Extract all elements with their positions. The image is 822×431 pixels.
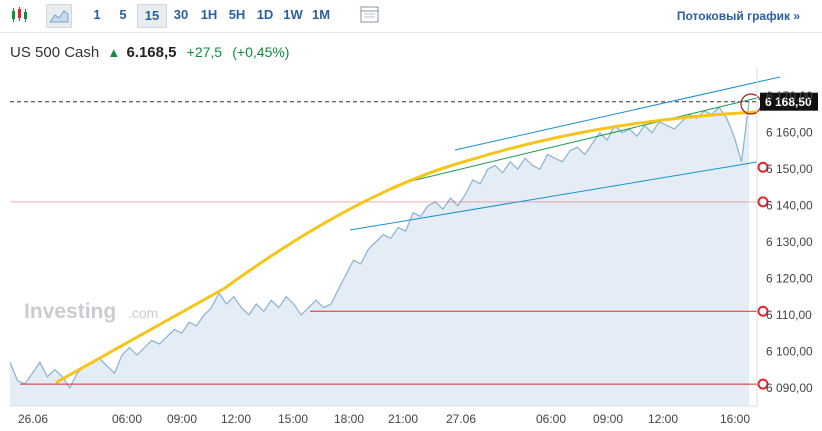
hline-marker <box>757 378 769 390</box>
area-chart-icon[interactable] <box>46 4 72 28</box>
y-tick-label: 6 170,00 <box>766 89 813 103</box>
y-tick-label: 6 090,00 <box>766 381 813 395</box>
interval-1[interactable]: 1 <box>93 7 101 22</box>
price-change: +27,5 <box>186 44 223 60</box>
up-arrow-icon: ▲ <box>107 45 121 60</box>
interval-5[interactable]: 5 <box>119 7 127 22</box>
x-tick-label: 18:00 <box>334 412 364 426</box>
trend-line-upper <box>454 76 781 151</box>
x-tick-label: 12:00 <box>648 412 678 426</box>
interval-1W[interactable]: 1W <box>283 7 303 22</box>
x-tick-label: 16:00 <box>720 412 750 426</box>
candlestick-chart-icon[interactable] <box>8 4 32 26</box>
trend-line-lower <box>349 161 758 231</box>
trend-line-mid <box>402 97 758 184</box>
y-tick-label: 6 100,00 <box>766 344 813 358</box>
y-tick-label: 6 130,00 <box>766 235 813 249</box>
watermark-brand: Investing <box>24 300 116 323</box>
y-tick-label: 6 140,00 <box>766 199 813 213</box>
yellow-trend-curve <box>55 110 759 384</box>
y-tick-label: 6 160,00 <box>766 126 813 140</box>
streaming-chart-link[interactable]: Потоковый график » <box>676 9 800 23</box>
price-area-fill <box>10 101 749 406</box>
candlestick-icon-graphic <box>12 7 27 22</box>
watermark-suffix: .com <box>128 305 158 321</box>
price-tag-bg <box>760 92 818 111</box>
x-tick-label: 09:00 <box>593 412 623 426</box>
interval-1H[interactable]: 1H <box>200 7 218 22</box>
last-price: 6.168,5 <box>126 44 177 61</box>
price-tag-text: 6 168,50 <box>765 95 812 109</box>
x-tick-label: 15:00 <box>278 412 308 426</box>
area-icon-graphic <box>49 10 69 23</box>
table-icon-graphic <box>360 6 379 23</box>
price-change-pct: (+0,45%) <box>232 44 290 60</box>
interval-1D[interactable]: 1D <box>256 7 274 22</box>
instrument-header: US 500 Cash ▲ 6.168,5 +27,5 (+0,45%) <box>10 44 289 64</box>
hline-marker <box>757 161 769 173</box>
interval-5H[interactable]: 5H <box>228 7 246 22</box>
x-tick-label: 06:00 <box>112 412 142 426</box>
hline-marker <box>757 196 769 208</box>
y-tick-label: 6 110,00 <box>766 308 812 322</box>
interval-30[interactable]: 30 <box>173 7 189 22</box>
instrument-name: US 500 Cash <box>10 44 100 61</box>
x-tick-label: 27.06 <box>446 412 476 426</box>
x-tick-label: 26.06 <box>18 412 48 426</box>
price-series-line <box>9 101 750 390</box>
x-tick-label: 21:00 <box>388 412 418 426</box>
y-tick-label: 6 150,00 <box>766 162 813 176</box>
table-view-icon[interactable] <box>358 4 382 26</box>
x-tick-label: 06:00 <box>536 412 566 426</box>
x-tick-label: 09:00 <box>167 412 197 426</box>
interval-15[interactable]: 15 <box>137 4 167 28</box>
x-tick-label: 12:00 <box>221 412 251 426</box>
y-tick-label: 6 120,00 <box>766 271 813 285</box>
interval-1M[interactable]: 1M <box>311 7 331 22</box>
hline-marker <box>757 305 769 317</box>
chart-toolbar: 1 5 15 30 1H 5H 1D 1W 1M Потоковый график » <box>0 0 822 33</box>
